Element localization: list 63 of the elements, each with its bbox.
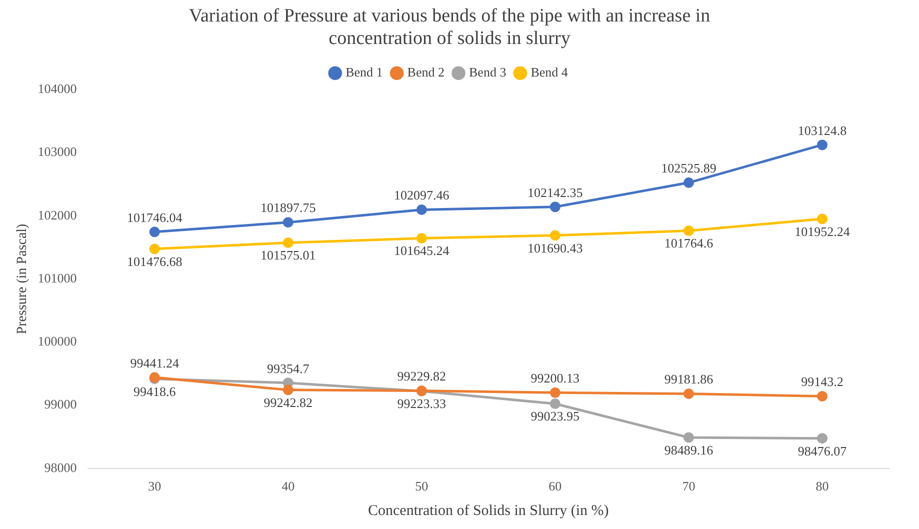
y-tick-label: 100000 <box>38 334 77 349</box>
point <box>282 217 294 228</box>
point <box>816 214 828 224</box>
data-label: 101476.68 <box>126 254 182 269</box>
x-tick-label: 70 <box>682 478 696 494</box>
legend-label: Bend 1 <box>346 64 383 80</box>
x-tick-label: 50 <box>415 478 428 494</box>
point <box>550 202 560 212</box>
data-label: 101575.01 <box>260 248 316 263</box>
point <box>550 230 560 241</box>
data-label: 102097.46 <box>394 188 450 203</box>
data-label: 102142.35 <box>528 184 583 200</box>
x-tick-label: 80 <box>816 478 829 494</box>
y-tick-label: 102000 <box>38 207 77 222</box>
point <box>683 225 694 236</box>
point <box>282 384 294 396</box>
legend-label: Bend 3 <box>469 64 506 80</box>
chart-title: Variation of Pressure at various bends of the pipe with an increase in concentration of solids in slurry <box>188 5 711 50</box>
data-label: 98476.07 <box>798 443 848 458</box>
y-tick-label: 99000 <box>44 396 77 412</box>
point <box>683 432 694 443</box>
point <box>416 204 427 215</box>
y-tick-label: 103000 <box>38 144 77 160</box>
data-label: 98489.16 <box>664 442 714 458</box>
point <box>149 226 160 238</box>
data-label: 99023.95 <box>530 408 580 424</box>
point <box>282 237 294 248</box>
y-tick-label: 104000 <box>38 81 77 96</box>
y-tick-label: 101000 <box>38 270 77 286</box>
point <box>550 387 560 398</box>
data-label: 99441.24 <box>130 355 180 370</box>
data-label: 99418.6 <box>133 384 176 399</box>
data-label: 99242.82 <box>264 394 312 410</box>
data-label: 99181.86 <box>664 372 714 387</box>
x-tick-label: 60 <box>548 478 562 494</box>
data-label: 101645.24 <box>394 243 450 258</box>
data-label: 99200.13 <box>530 370 580 386</box>
point <box>683 177 694 188</box>
data-label: 99229.82 <box>397 368 446 384</box>
legend-label: Bend 2 <box>407 64 445 80</box>
data-label: 101897.75 <box>260 200 316 216</box>
point <box>683 388 694 400</box>
data-label: 99354.7 <box>266 360 310 376</box>
data-label: 102525.89 <box>661 160 716 176</box>
data-label: 103124.8 <box>798 122 847 138</box>
data-label: 99223.33 <box>397 396 446 412</box>
data-label: 101690.43 <box>528 240 583 256</box>
data-label: 101746.04 <box>126 210 183 225</box>
point <box>816 390 828 402</box>
legend-label: Bend 4 <box>530 64 568 80</box>
point <box>149 244 160 254</box>
x-axis-title: Concentration of Solids in Slurry (in %) <box>368 502 609 519</box>
y-axis-title: Pressure (in Pascal) <box>15 223 30 334</box>
data-label: 101764.6 <box>664 236 714 251</box>
data-label: 101952.24 <box>794 224 850 239</box>
y-tick-label: 98000 <box>44 460 77 475</box>
x-tick-label: 30 <box>148 478 162 494</box>
x-tick-label: 40 <box>282 478 295 494</box>
data-label: 99143.2 <box>801 374 844 390</box>
point <box>816 433 828 444</box>
point <box>416 233 427 244</box>
point <box>550 398 560 410</box>
point <box>816 140 828 150</box>
